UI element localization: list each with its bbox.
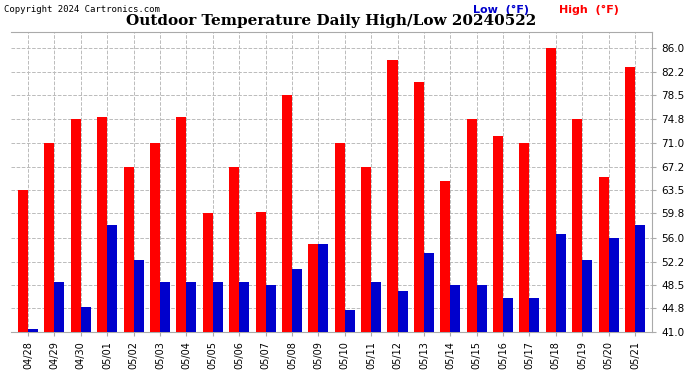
- Bar: [124, 166, 134, 332]
- Bar: [440, 181, 451, 332]
- Bar: [81, 307, 91, 332]
- Bar: [503, 298, 513, 332]
- Bar: [361, 166, 371, 332]
- Bar: [71, 118, 81, 332]
- Bar: [266, 285, 275, 332]
- Bar: [424, 254, 434, 332]
- Bar: [609, 237, 619, 332]
- Bar: [466, 118, 477, 332]
- Bar: [451, 285, 460, 332]
- Bar: [625, 67, 635, 332]
- Bar: [239, 282, 249, 332]
- Bar: [493, 136, 503, 332]
- Text: High  (°F): High (°F): [559, 5, 619, 15]
- Bar: [371, 282, 381, 332]
- Bar: [318, 244, 328, 332]
- Bar: [292, 269, 302, 332]
- Bar: [18, 190, 28, 332]
- Bar: [55, 282, 64, 332]
- Bar: [97, 117, 107, 332]
- Bar: [44, 142, 55, 332]
- Bar: [28, 329, 38, 332]
- Bar: [282, 95, 292, 332]
- Bar: [255, 212, 266, 332]
- Bar: [345, 310, 355, 332]
- Bar: [134, 260, 144, 332]
- Bar: [229, 166, 239, 332]
- Bar: [203, 213, 213, 332]
- Bar: [572, 118, 582, 332]
- Text: Copyright 2024 Cartronics.com: Copyright 2024 Cartronics.com: [5, 5, 160, 14]
- Bar: [107, 225, 117, 332]
- Bar: [388, 60, 397, 332]
- Bar: [529, 298, 540, 332]
- Bar: [335, 142, 345, 332]
- Bar: [635, 225, 645, 332]
- Text: Low  (°F): Low (°F): [473, 5, 529, 15]
- Title: Outdoor Temperature Daily High/Low 20240522: Outdoor Temperature Daily High/Low 20240…: [126, 14, 537, 28]
- Bar: [414, 82, 424, 332]
- Bar: [599, 177, 609, 332]
- Bar: [150, 142, 160, 332]
- Bar: [520, 142, 529, 332]
- Bar: [397, 291, 408, 332]
- Bar: [186, 282, 197, 332]
- Bar: [477, 285, 486, 332]
- Bar: [546, 48, 556, 332]
- Bar: [556, 234, 566, 332]
- Bar: [582, 260, 592, 332]
- Bar: [177, 117, 186, 332]
- Bar: [308, 244, 318, 332]
- Bar: [160, 282, 170, 332]
- Bar: [213, 282, 223, 332]
